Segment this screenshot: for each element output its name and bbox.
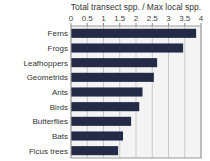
title: Total transect spp. / Max local spp. (71, 2, 201, 12)
bar (71, 131, 123, 140)
plot-area (71, 26, 201, 158)
category-label: Bats (52, 132, 68, 141)
category-label: Birds (50, 103, 68, 112)
category-label: Ficus trees (29, 147, 68, 156)
chart: Total transect spp. / Max local spp. 0 0.5… (0, 0, 210, 161)
tick-label: 2.5 (147, 14, 159, 23)
tick-label: 4 (199, 14, 204, 23)
plot-frame (71, 26, 201, 158)
category-label: Geometrids (27, 73, 68, 82)
bar (71, 29, 196, 38)
bar (71, 58, 157, 67)
tick-label: 3 (166, 14, 171, 23)
bar (71, 87, 143, 96)
tick-label: 3.5 (179, 14, 191, 23)
bar (71, 73, 154, 82)
bar (71, 43, 183, 52)
category-label: Ferns (48, 29, 68, 38)
category-label: Butterflies (32, 117, 68, 126)
tick-label: 0 (69, 14, 74, 23)
category-label: Frogs (48, 44, 68, 53)
bar (71, 146, 118, 155)
tick-label: 1.5 (114, 14, 126, 23)
tick-label: 1 (101, 14, 106, 23)
bar (71, 117, 131, 126)
tick-label: 0.5 (82, 14, 94, 23)
tick-label: 2 (134, 14, 139, 23)
grid-line (184, 26, 185, 158)
bar (71, 102, 139, 111)
category-label: Leafhoppers (24, 59, 68, 68)
category-label: Ants (52, 88, 68, 97)
